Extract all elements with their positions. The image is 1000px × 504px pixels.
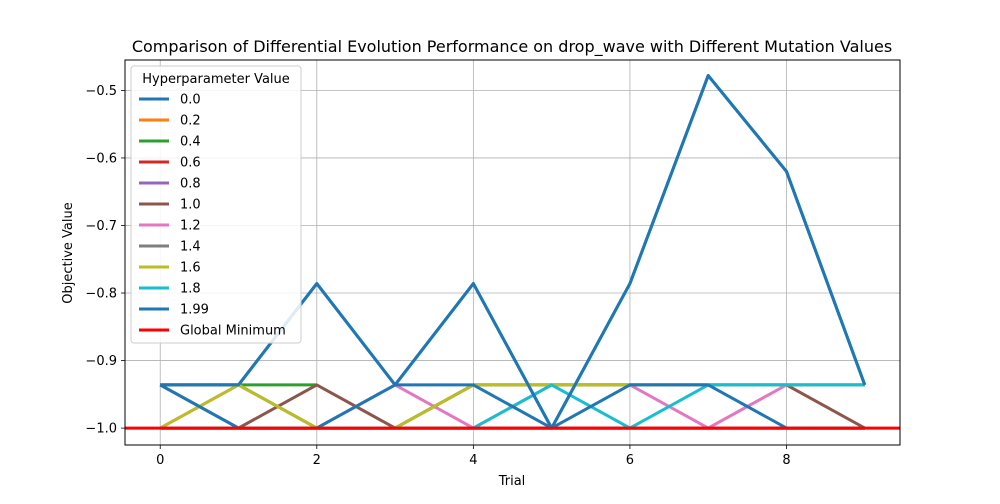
legend-label: 1.4 xyxy=(180,240,201,255)
legend-label: 0.8 xyxy=(180,177,201,192)
x-tick-label: 0 xyxy=(156,453,164,468)
tick-layer: 0 2 4 6 8 −1.0 −0.9 −0.8 −0.7 −0.6 −0.5 xyxy=(85,84,790,468)
legend-label: Global Minimum xyxy=(180,324,286,339)
legend-label: 0.0 xyxy=(180,93,201,108)
legend-title: Hyperparameter Value xyxy=(142,72,290,87)
legend-label: 1.99 xyxy=(180,303,209,318)
legend-box xyxy=(130,65,302,344)
legend-label: 0.2 xyxy=(180,114,201,129)
x-tick-label: 4 xyxy=(469,453,477,468)
y-tick-label: −0.9 xyxy=(85,354,117,369)
legend-label: 1.2 xyxy=(180,219,201,234)
y-tick-label: −1.0 xyxy=(85,422,117,437)
x-tick-label: 2 xyxy=(313,453,321,468)
legend-label: 1.6 xyxy=(180,261,201,276)
plot-frame xyxy=(124,59,901,446)
legend-items: 0.0 0.2 0.4 0.6 0.8 1.0 1.2 1.4 1.6 1.8 1.99 Global… xyxy=(139,93,286,339)
chart-title: Comparison of Differential Evolution Per… xyxy=(132,37,892,57)
y-tick-label: −0.7 xyxy=(85,219,117,234)
series-line-1-99 xyxy=(159,383,865,430)
x-tick-label: 6 xyxy=(626,453,634,468)
legend-label: 1.8 xyxy=(180,282,201,297)
legend-label: 0.6 xyxy=(180,156,201,171)
y-axis-label: Objective Value xyxy=(61,202,76,303)
y-tick-label: −0.5 xyxy=(85,84,117,99)
legend: Hyperparameter Value 0.0 0.2 0.4 0.6 0.8 1.0 1… xyxy=(130,65,302,344)
legend-label: 0.4 xyxy=(180,135,201,150)
x-tick-label: 8 xyxy=(782,453,790,468)
y-tick-label: −0.8 xyxy=(85,287,117,302)
y-tick-label: −0.6 xyxy=(85,151,117,166)
legend-label: 1.0 xyxy=(180,198,201,213)
x-axis-label: Trial xyxy=(498,474,526,489)
